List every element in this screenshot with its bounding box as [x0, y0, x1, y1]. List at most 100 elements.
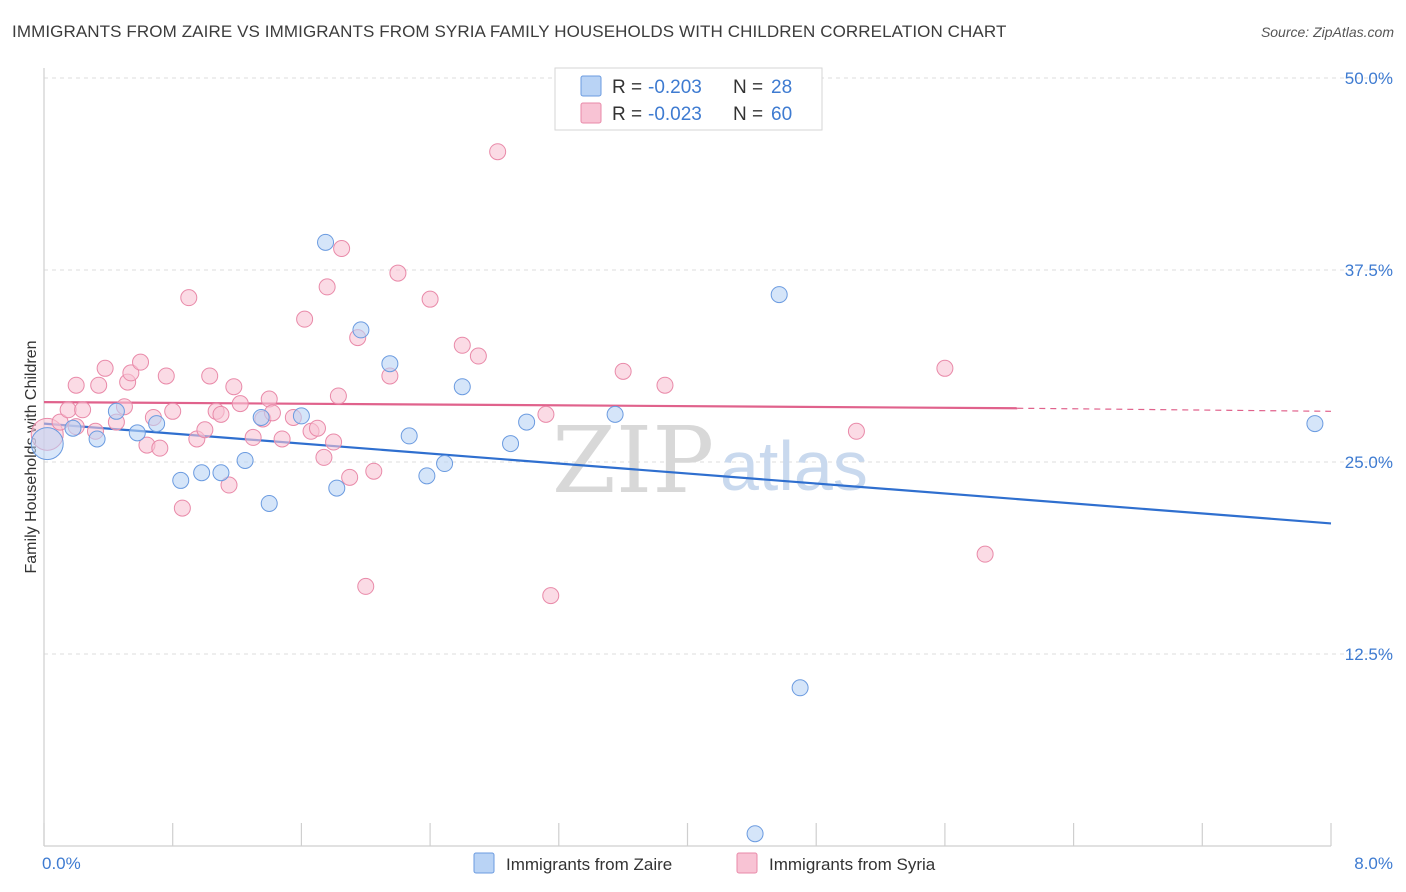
y-tick-label: 37.5% [1345, 261, 1393, 280]
data-point-zaire [381, 355, 399, 373]
series-legend: Immigrants from Zaire Immigrants from Sy… [473, 852, 936, 874]
data-point-syria [164, 402, 182, 420]
data-point-syria [273, 430, 291, 448]
legend-swatch-zaire [580, 75, 602, 97]
data-point-syria [151, 439, 169, 457]
y-tick-label: 25.0% [1345, 453, 1393, 472]
data-point-syria [67, 376, 85, 394]
data-point-syria [333, 239, 351, 257]
legend-r-value-syria: -0.023 [648, 104, 702, 125]
data-point-syria [180, 289, 198, 307]
data-point-syria [122, 364, 140, 382]
data-point-syria [453, 336, 471, 354]
data-point-syria [489, 143, 507, 161]
data-point-syria [421, 290, 439, 308]
legend-r-value-zaire: -0.203 [648, 77, 702, 98]
legend-r-label-syria: R = [612, 104, 642, 125]
data-point-zaire [292, 407, 310, 425]
data-point-zaire [770, 286, 788, 304]
data-point-zaire [193, 464, 211, 482]
data-point-zaire [400, 427, 418, 445]
y-axis-label: Family Households with Children [23, 341, 40, 574]
series-legend-swatch-zaire [473, 852, 495, 874]
data-point-zaire [502, 435, 520, 453]
data-point-syria [173, 499, 191, 517]
data-point-zaire [212, 464, 230, 482]
data-point-zaire [172, 471, 190, 489]
data-point-syria [936, 359, 954, 377]
trend-line-syria [43, 400, 1018, 410]
source-note: Source: ZipAtlas.com [1260, 24, 1394, 40]
data-point-zaire [418, 467, 436, 485]
data-point-syria [357, 577, 375, 595]
data-point-syria [196, 421, 214, 439]
data-point-zaire [453, 378, 471, 396]
x-tick-labels: 0.0% 8.0% [42, 854, 1393, 873]
data-point-syria [656, 376, 674, 394]
data-point-zaire [252, 408, 270, 426]
data-point-zaire [30, 427, 64, 461]
data-point-syria [225, 378, 243, 396]
data-point-zaire [436, 455, 454, 473]
series-legend-label-zaire: Immigrants from Zaire [506, 855, 672, 874]
data-point-syria [542, 587, 560, 605]
watermark-zip: ZIP [552, 407, 714, 514]
legend-n-value-zaire: 28 [771, 77, 792, 98]
data-point-zaire [64, 419, 82, 437]
data-point-zaire [260, 494, 278, 512]
points-syria [30, 143, 994, 605]
data-point-syria [614, 362, 632, 380]
chart-title: IMMIGRANTS FROM ZAIRE VS IMMIGRANTS FROM… [12, 22, 1007, 41]
stats-legend: R = -0.203 N = 28 R = -0.023 N = 60 [554, 67, 823, 131]
data-point-syria [231, 395, 249, 413]
y-tick-labels: 12.5% 25.0% 37.5% 50.0% [1345, 69, 1393, 664]
data-point-syria [389, 264, 407, 282]
series-legend-swatch-syria [736, 852, 758, 874]
points-zaire [30, 233, 1324, 843]
legend-n-label-zaire: N = [733, 77, 763, 98]
data-point-syria [296, 310, 314, 328]
data-point-syria [537, 405, 555, 423]
data-point-syria [329, 387, 347, 405]
data-point-syria [220, 476, 238, 494]
data-point-zaire [352, 321, 370, 339]
data-point-syria [308, 419, 326, 437]
data-point-syria [132, 353, 150, 371]
data-point-syria [341, 468, 359, 486]
data-point-syria [74, 401, 92, 419]
gridlines [44, 77, 1394, 655]
data-point-syria [212, 405, 230, 423]
legend-n-value-syria: 60 [771, 104, 792, 125]
data-point-syria [325, 433, 343, 451]
data-point-zaire [107, 402, 125, 420]
legend-swatch-syria [580, 102, 602, 124]
data-point-zaire [606, 405, 624, 423]
trend-line-syria-extrapolated [1017, 407, 1332, 412]
data-point-syria [365, 462, 383, 480]
data-point-zaire [328, 479, 346, 497]
data-point-syria [315, 448, 333, 466]
data-point-syria [201, 367, 219, 385]
data-point-syria [847, 422, 865, 440]
data-point-zaire [746, 825, 764, 843]
series-legend-label-syria: Immigrants from Syria [769, 855, 936, 874]
data-point-syria [157, 367, 175, 385]
y-tick-label: 50.0% [1345, 69, 1393, 88]
watermark-atlas: atlas [720, 427, 868, 505]
data-point-zaire [128, 424, 146, 442]
data-point-syria [318, 278, 336, 296]
data-point-syria [59, 401, 77, 419]
watermark: ZIP atlas [552, 407, 868, 514]
data-point-syria [96, 359, 114, 377]
data-point-zaire [148, 415, 166, 433]
data-point-zaire [1306, 415, 1324, 433]
data-point-zaire [236, 451, 254, 469]
legend-r-label-zaire: R = [612, 77, 642, 98]
x-tick-marks [43, 823, 1332, 846]
data-point-zaire [791, 679, 809, 697]
y-tick-label: 12.5% [1345, 645, 1393, 664]
data-point-zaire [88, 430, 106, 448]
data-point-syria [244, 428, 262, 446]
data-point-zaire [317, 233, 335, 251]
